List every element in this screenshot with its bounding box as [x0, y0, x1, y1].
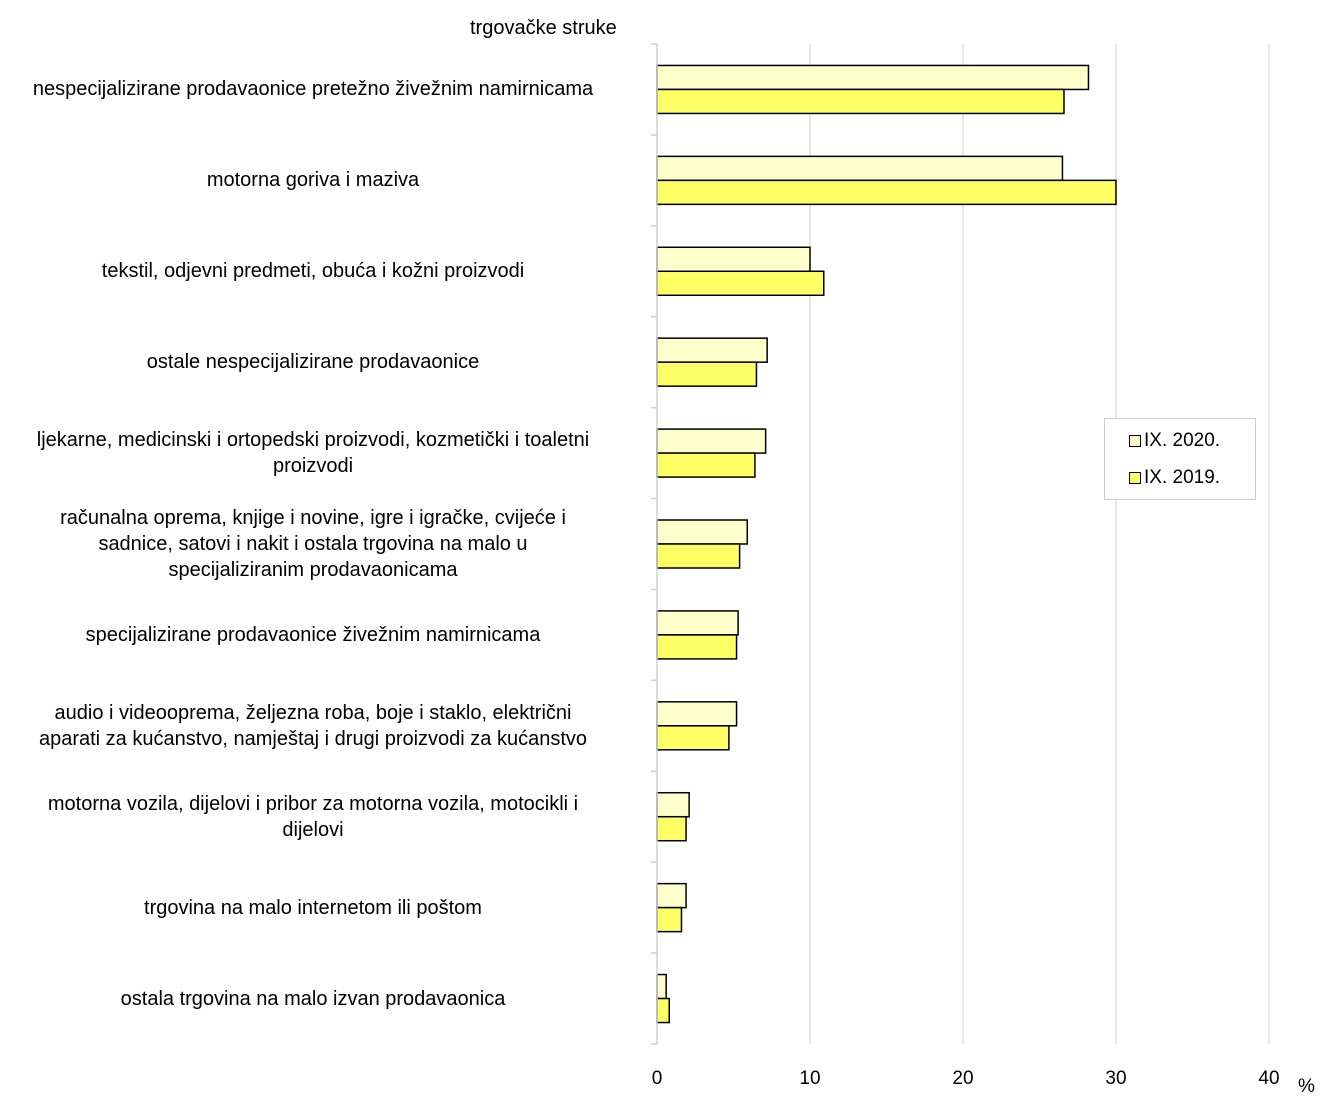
- category-label: nespecijalizirane prodavaonice pretežno …: [0, 76, 633, 102]
- bar-2019-7: [656, 725, 730, 751]
- legend: IX. 2020. IX. 2019.: [1104, 418, 1256, 500]
- category-label-line: dijelovi: [282, 818, 344, 841]
- bar-2019-8: [656, 815, 687, 842]
- category-label: motorna goriva i maziva: [0, 167, 633, 193]
- bar-2020-4: [656, 428, 767, 454]
- category-label-line: nespecijalizirane prodavaonice pretežno …: [32, 78, 594, 101]
- legend-label-2020: IX. 2020.: [1144, 430, 1221, 451]
- x-tick-label-20: 20: [952, 1068, 973, 1089]
- category-axis: [651, 43, 658, 1045]
- bars: [656, 64, 1117, 1024]
- category-label-line: specijalizirane prodavaonice živežnim na…: [85, 623, 541, 646]
- x-tick-label-0: 0: [652, 1068, 663, 1089]
- bar-2020-1: [656, 155, 1064, 182]
- category-label-line: trgovina na malo internetom ili poštom: [144, 896, 482, 919]
- category-label-line: aparati za kućanstvo, namještaj i drugi …: [38, 727, 588, 750]
- category-label: tekstil, odjevni predmeti, obuća i kožni…: [0, 258, 633, 284]
- bar-2019-6: [656, 634, 738, 660]
- x-tick-label-30: 30: [1105, 1068, 1126, 1089]
- bar-2019-3: [656, 361, 758, 387]
- bar-2020-2: [656, 246, 811, 273]
- bar-2020-8: [656, 791, 690, 818]
- bar-2019-0: [656, 88, 1065, 115]
- category-label-line: ljekarne, medicinski i ortopedski proizv…: [36, 429, 590, 452]
- bar-2020-5: [656, 519, 749, 545]
- y-axis-title: trgovačke struke: [470, 17, 617, 39]
- category-label: ostale nespecijalizirane prodavaonice: [0, 349, 633, 375]
- category-label-line: proizvodi: [272, 455, 354, 478]
- x-tick-label-40: 40: [1258, 1068, 1279, 1089]
- x-tick-labels: 0 10 20 30 40: [652, 1068, 1280, 1089]
- category-label-line: tekstil, odjevni predmeti, obuća i kožni…: [101, 260, 525, 283]
- legend-swatch-2020: [1129, 435, 1141, 447]
- category-label: ljekarne, medicinski i ortopedski proizv…: [0, 427, 633, 479]
- legend-item-2019: IX. 2019.: [1129, 467, 1220, 489]
- category-label-line: motorna vozila, dijelovi i pribor za mot…: [47, 792, 579, 815]
- bar-2019-5: [656, 543, 741, 569]
- bar-2020-0: [656, 64, 1090, 91]
- legend-item-2020: IX. 2020.: [1129, 430, 1220, 452]
- legend-label-2019: IX. 2019.: [1144, 467, 1221, 488]
- x-axis-unit: %: [1298, 1076, 1315, 1097]
- category-label-line: ostale nespecijalizirane prodavaonice: [146, 351, 480, 374]
- category-label-line: ostala trgovina na malo izvan prodavaoni…: [120, 987, 506, 1010]
- bar-2020-10: [656, 973, 667, 1000]
- category-label: specijalizirane prodavaonice živežnim na…: [0, 622, 633, 648]
- x-tick-label-10: 10: [799, 1068, 820, 1089]
- category-label-line: računalna oprema, knjige i novine, igre …: [60, 507, 566, 529]
- bar-2020-6: [656, 610, 739, 636]
- bar-2019-10: [656, 997, 670, 1024]
- category-label-line: sadnice, satovi i nakit i ostala trgovin…: [98, 533, 528, 555]
- legend-swatch-2019: [1129, 472, 1141, 484]
- category-label: motorna vozila, dijelovi i pribor za mot…: [0, 791, 633, 843]
- bar-2019-1: [656, 179, 1117, 206]
- gridlines: [809, 44, 1270, 1044]
- bar-2019-2: [656, 270, 825, 297]
- category-label: audio i videooprema, željezna roba, boje…: [0, 700, 633, 752]
- bar-2020-7: [656, 701, 738, 727]
- bar-2020-3: [656, 337, 768, 363]
- bar-2020-9: [656, 882, 687, 909]
- category-label-line: specijaliziranim prodavaonicama: [168, 559, 458, 581]
- bar-2019-9: [656, 906, 683, 933]
- bar-2019-4: [656, 452, 756, 478]
- category-label-line: audio i videooprema, željezna roba, boje…: [54, 701, 572, 724]
- category-label: računalna oprema, knjige i novine, igre …: [0, 505, 633, 583]
- category-label-line: motorna goriva i maziva: [206, 169, 420, 192]
- category-label: trgovina na malo internetom ili poštom: [0, 895, 633, 921]
- category-label: ostala trgovina na malo izvan prodavaoni…: [0, 986, 633, 1012]
